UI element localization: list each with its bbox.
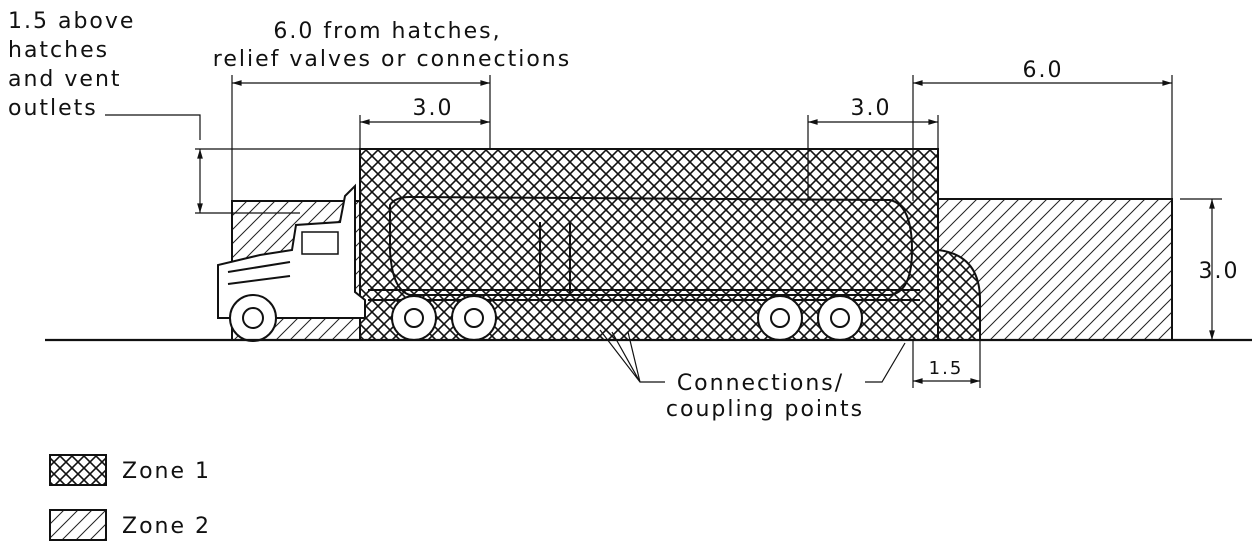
dimension-label: 6.0 [1023, 58, 1064, 83]
legend-swatch [49, 509, 107, 541]
dimension-label: 3.0 [851, 96, 892, 121]
dimension-label: 1.5 [929, 358, 964, 379]
dimensions [105, 75, 1222, 388]
label-line: 1.5 above [8, 9, 135, 34]
label-line: coupling points [666, 397, 864, 422]
legend-swatch [49, 454, 107, 486]
label-line: 6.0 from hatches, [273, 19, 501, 44]
from-hatches-label: 6.0 from hatches, relief valves or conne… [213, 19, 571, 72]
label-line: outlets [8, 96, 98, 121]
hatch-height-label: 1.5 above hatches and vent outlets [8, 9, 144, 121]
label-line: Connections/ [677, 371, 844, 396]
dimension-label: 3.0 [413, 96, 454, 121]
label-line: relief valves or connections [213, 47, 571, 72]
zone1-curve [937, 248, 981, 341]
label-line: and vent [8, 67, 122, 92]
connections-label: Connections/ coupling points [666, 371, 864, 422]
label-line: hatches [8, 38, 109, 63]
truck [217, 183, 920, 342]
legend-label: Zone 1 [122, 459, 211, 484]
dimension-label: 3.0 [1199, 259, 1240, 284]
legend-label: Zone 2 [122, 514, 211, 539]
